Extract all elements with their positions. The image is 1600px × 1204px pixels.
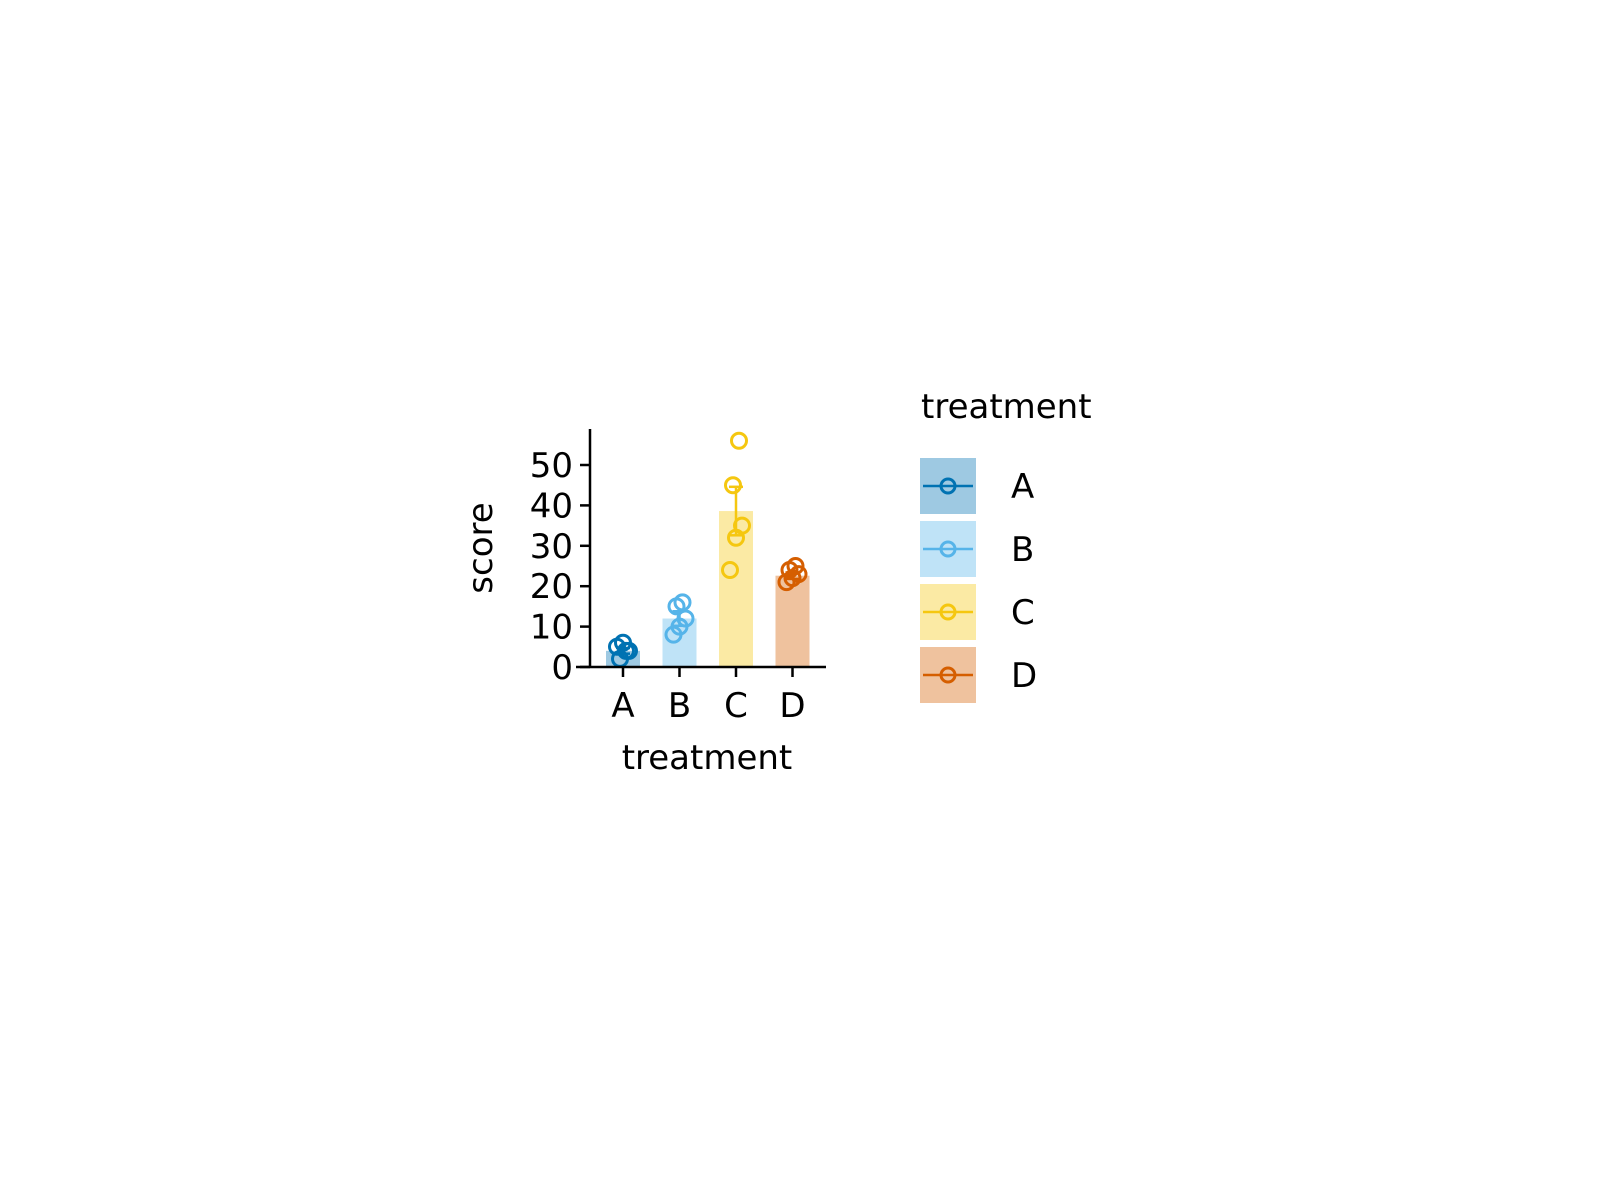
data-point-C-5 (730, 431, 748, 450)
x-tick-label-D: D (779, 686, 805, 726)
legend-marker-C (939, 603, 957, 621)
y-tick-label-0: 0 (551, 648, 573, 688)
bar-D (775, 575, 810, 667)
data-point-C-3 (733, 516, 751, 535)
legend-label-D: D (1011, 656, 1037, 696)
bar-C (719, 511, 753, 667)
data-point-A-5 (617, 641, 635, 660)
x-tick-label-C: C (724, 686, 748, 726)
legend-label-A: A (1011, 467, 1034, 507)
y-tick-label-10: 10 (530, 608, 573, 648)
data-point-D-5 (786, 557, 805, 575)
y-tick-label-20: 20 (530, 567, 573, 607)
y-tick-label-40: 40 (530, 486, 573, 526)
x-tick-label-A: A (611, 686, 634, 726)
legend-marker-A (939, 477, 957, 495)
legend-label-B: B (1011, 530, 1034, 570)
y-tick-label-30: 30 (530, 527, 573, 567)
legend-title: treatment (921, 387, 1092, 427)
y-tick-label-50: 50 (530, 446, 573, 486)
data-point-B-3 (676, 609, 695, 628)
legend-label-C: C (1011, 593, 1035, 633)
x-tick-label-B: B (668, 686, 691, 726)
plot-area (606, 431, 810, 668)
data-point-D-3 (789, 565, 808, 584)
data-point-B-5 (673, 593, 692, 612)
data-point-C-4 (724, 476, 742, 495)
y-axis-label: score (461, 502, 501, 593)
x-axis-label: treatment (622, 738, 793, 778)
data-point-C-1 (721, 561, 739, 580)
legend-marker-D (939, 666, 957, 684)
legend-marker-B (939, 540, 957, 558)
